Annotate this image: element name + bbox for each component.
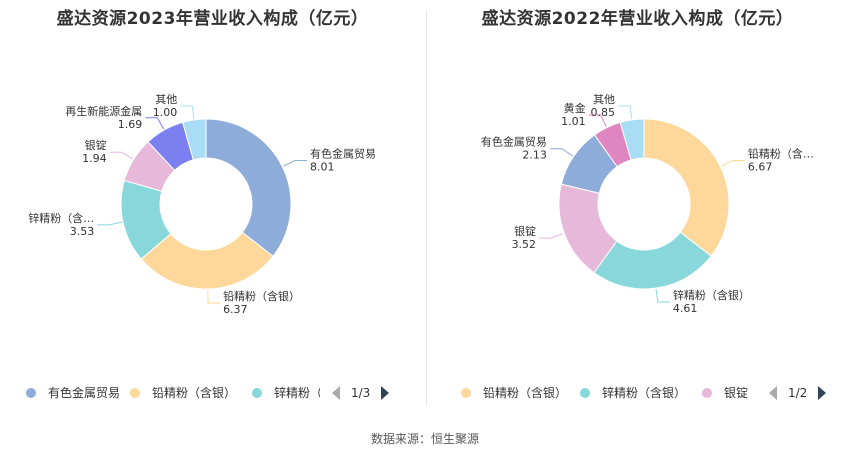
slice-label: 其他 [593,93,615,106]
legend-label: 锌精粉（含银） [602,386,687,400]
callout-line [539,233,564,239]
pie-slice [643,118,730,257]
slice-label: 锌精粉（含银） [673,288,750,302]
callout-line [283,160,307,167]
next-page-icon[interactable] [818,386,826,400]
slice-label: 有色金属贸易 [310,147,376,161]
callout-line [588,114,607,127]
legend-item[interactable]: 铅精粉（含银） [461,385,567,401]
slice-value: 1.01 [561,115,586,128]
slice-value: 6.37 [223,303,248,316]
legend-marker [252,388,262,398]
legend-item[interactable]: 铅精粉（含银） [130,385,236,401]
chart-panel-2023: 盛达资源2023年营业收入构成（亿元） 有色金属贸易 8.01 铅精粉（含银） 6.3… [0,0,425,410]
callout-line [655,289,670,303]
pie-slice [205,118,292,257]
slice-value: 1.00 [153,106,178,119]
slice-label: 锌精粉（含… [28,211,94,225]
callout-line [721,159,745,167]
legend-label: 银锭 [724,386,749,400]
data-source: 数据来源：恒生聚源 [370,432,479,446]
legend-label: 铅精粉（含银） [483,386,568,400]
legend-item[interactable]: 有色金属贸易 [26,385,120,401]
slice-label: 银锭 [514,224,536,238]
legend: 有色金属贸易 铅精粉（含银） 锌精粉（ 1/3 [0,383,425,405]
slice-label: 银锭 [85,138,107,152]
legend-label: 有色金属贸易 [48,386,121,400]
callout-line [97,221,123,226]
legend-label: 锌精粉（ [274,386,320,400]
prev-page-icon[interactable] [332,386,340,400]
slice-value: 0.85 [590,106,615,119]
legend-page-indicator: 1/3 [351,386,371,400]
legend-item[interactable]: 锌精粉（含银） [580,385,686,401]
legend: 铅精粉（含银） 锌精粉（含银） 银锭 1/2 [425,383,850,405]
slice-label: 有色金属贸易 [481,135,547,149]
legend-marker [461,388,471,398]
legend-page-indicator: 1/2 [788,386,808,400]
slice-label: 再生新能源金属 [65,104,142,118]
slice-value: 4.61 [673,302,698,315]
slice-value: 3.53 [70,225,95,238]
callout-line [617,105,633,119]
callout-line [207,289,221,304]
callout-line [180,105,195,119]
legend-label: 铅精粉（含银） [152,386,237,400]
chart-panel-2022: 盛达资源2022年营业收入构成（亿元） 铅精粉（含… 6.67 锌精粉（含银） 4.6… [425,0,850,410]
callout-line [549,148,573,157]
slice-value: 2.13 [522,149,547,162]
legend-marker [26,388,36,398]
next-page-icon[interactable] [381,386,389,400]
panel-divider [426,10,427,406]
legend-marker [702,388,712,398]
pie-slice [140,231,274,290]
prev-page-icon[interactable] [769,386,777,400]
slice-label: 铅精粉（含银） [223,289,300,303]
legend-item[interactable]: 银锭 [702,385,748,401]
legend-marker [580,388,590,398]
legend-marker [130,388,140,398]
pie-slice [619,118,645,161]
callout-line [109,151,133,160]
slice-label: 铅精粉（含… [748,146,814,160]
chart-title: 盛达资源2023年营业收入构成（亿元） [56,9,369,29]
legend-item[interactable]: 锌精粉（ [252,385,320,401]
slice-label: 其他 [155,93,177,106]
slice-value: 8.01 [310,161,335,174]
slice-value: 1.94 [82,152,107,165]
pie-slice [593,231,712,290]
slice-label: 黄金 [564,101,586,115]
slice-value: 1.69 [118,118,143,131]
chart-title: 盛达资源2022年营业收入构成（亿元） [481,9,794,29]
pie-slice [181,118,207,161]
slice-value: 6.67 [748,160,773,173]
callout-line [145,117,165,130]
slice-value: 3.52 [512,238,537,251]
